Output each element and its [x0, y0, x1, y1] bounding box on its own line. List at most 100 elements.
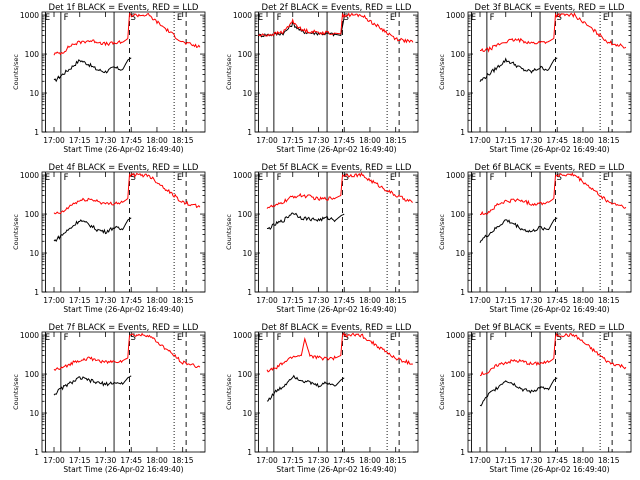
phase-marker: E: [45, 13, 50, 23]
y-tick-label: 10: [242, 89, 252, 98]
y-tick-label: 1: [34, 128, 39, 137]
x-axis-label: Start Time (26-Apr-02 16:49:40): [63, 305, 183, 314]
phase-marker: E: [258, 13, 263, 23]
x-tick-label: 17:30: [95, 296, 117, 305]
events-series-line: [479, 57, 558, 83]
phase-marker: S: [557, 173, 562, 183]
phase-marker: F: [64, 333, 69, 343]
x-tick-label: 17:00: [43, 296, 65, 305]
phase-marker: E: [258, 173, 263, 183]
phase-marker: E: [45, 333, 50, 343]
events-series-line: [53, 57, 132, 83]
phase-marker: F: [277, 333, 282, 343]
plot-frame: [254, 11, 419, 133]
phase-marker: S: [131, 173, 136, 183]
phase-marker: F: [490, 13, 495, 23]
x-tick-label: 17:45: [120, 456, 142, 465]
y-tick-label: 10: [455, 249, 465, 258]
x-tick-label: 18:00: [572, 136, 594, 145]
y-tick-label: 10: [29, 89, 39, 98]
x-axis-label: Start Time (26-Apr-02 16:49:40): [63, 465, 183, 474]
lld-series-line: [53, 172, 201, 215]
x-axis-label: Start Time (26-Apr-02 16:49:40): [489, 145, 609, 154]
y-tick-label: 1: [247, 288, 252, 297]
y-tick-label: 1000: [233, 11, 252, 20]
x-axis-label: Start Time (26-Apr-02 16:49:40): [276, 145, 396, 154]
chart-panel: Det 3f BLACK = Events, RED = LLD 1 10 100 10…: [438, 3, 632, 154]
lld-series-line: [266, 172, 414, 209]
y-tick-label: 1: [34, 288, 39, 297]
events-series-line: [479, 377, 558, 407]
x-tick-label: 17:30: [308, 296, 330, 305]
events-series-line: [53, 217, 132, 242]
x-tick-label: 18:15: [172, 456, 194, 465]
chart-title: Det 7f BLACK = Events, RED = LLD: [49, 323, 199, 333]
x-axis-label: Start Time (26-Apr-02 16:49:40): [489, 305, 609, 314]
y-tick-label: 1: [247, 448, 252, 457]
x-tick-label: 18:15: [172, 296, 194, 305]
phase-marker: E: [390, 333, 395, 343]
x-tick-label: 17:45: [120, 136, 142, 145]
phase-marker: E: [471, 333, 476, 343]
x-tick-label: 17:30: [308, 136, 330, 145]
phase-marker: E: [603, 173, 608, 183]
phase-marker: F: [490, 173, 495, 183]
x-tick-label: 17:00: [43, 136, 65, 145]
y-tick-label: 100: [25, 210, 40, 219]
x-tick-label: 17:30: [521, 296, 543, 305]
x-tick-label: 17:00: [469, 136, 491, 145]
phase-marker: E: [45, 173, 50, 183]
phase-marker: E: [390, 173, 395, 183]
x-tick-label: 17:30: [95, 136, 117, 145]
x-tick-label: 18:00: [572, 456, 594, 465]
y-tick-label: 1000: [446, 11, 465, 20]
phase-marker: F: [277, 13, 282, 23]
x-axis-label: Start Time (26-Apr-02 16:49:40): [276, 305, 396, 314]
plot-frame: [254, 331, 419, 453]
lld-series-line: [258, 12, 414, 44]
x-tick-label: 18:15: [385, 456, 407, 465]
events-series-line: [479, 217, 558, 244]
x-tick-label: 17:15: [282, 296, 304, 305]
y-axis-label: Counts/sec: [12, 54, 20, 90]
y-tick-label: 10: [242, 409, 252, 418]
y-tick-label: 10: [29, 249, 39, 258]
phase-marker: F: [277, 173, 282, 183]
x-tick-label: 17:15: [495, 136, 517, 145]
chart-panel: Det 5f BLACK = Events, RED = LLD 1 10 100 10…: [225, 163, 419, 314]
x-tick-label: 17:15: [69, 296, 91, 305]
y-tick-label: 1: [247, 128, 252, 137]
phase-marker: E: [603, 333, 608, 343]
x-axis-label: Start Time (26-Apr-02 16:49:40): [63, 145, 183, 154]
y-tick-label: 10: [455, 409, 465, 418]
x-tick-label: 17:45: [120, 296, 142, 305]
x-tick-label: 17:45: [546, 456, 568, 465]
chart-title: Det 8f BLACK = Events, RED = LLD: [262, 323, 412, 333]
y-tick-label: 100: [451, 370, 466, 379]
y-tick-label: 100: [238, 50, 253, 59]
x-tick-label: 17:15: [69, 136, 91, 145]
x-tick-label: 18:00: [359, 456, 381, 465]
chart-title: Det 5f BLACK = Events, RED = LLD: [262, 163, 412, 173]
chart-title: Det 1f BLACK = Events, RED = LLD: [49, 3, 199, 13]
y-tick-label: 10: [29, 409, 39, 418]
y-tick-label: 100: [238, 370, 253, 379]
x-tick-label: 17:30: [95, 456, 117, 465]
plot-frame: [41, 171, 206, 293]
x-tick-label: 18:15: [598, 296, 620, 305]
x-tick-label: 18:15: [172, 136, 194, 145]
x-tick-label: 17:30: [521, 136, 543, 145]
y-tick-label: 100: [238, 210, 253, 219]
y-tick-label: 100: [451, 50, 466, 59]
x-tick-label: 18:00: [572, 296, 594, 305]
y-tick-label: 1: [460, 128, 465, 137]
phase-marker: E: [177, 13, 182, 23]
phase-marker: S: [557, 333, 562, 343]
phase-marker: S: [131, 333, 136, 343]
chart-panel: Det 2f BLACK = Events, RED = LLD 1 10 100 10…: [225, 3, 419, 154]
events-series-line: [266, 374, 345, 402]
phase-marker: E: [177, 173, 182, 183]
x-tick-label: 17:00: [469, 296, 491, 305]
x-tick-label: 17:00: [256, 456, 278, 465]
